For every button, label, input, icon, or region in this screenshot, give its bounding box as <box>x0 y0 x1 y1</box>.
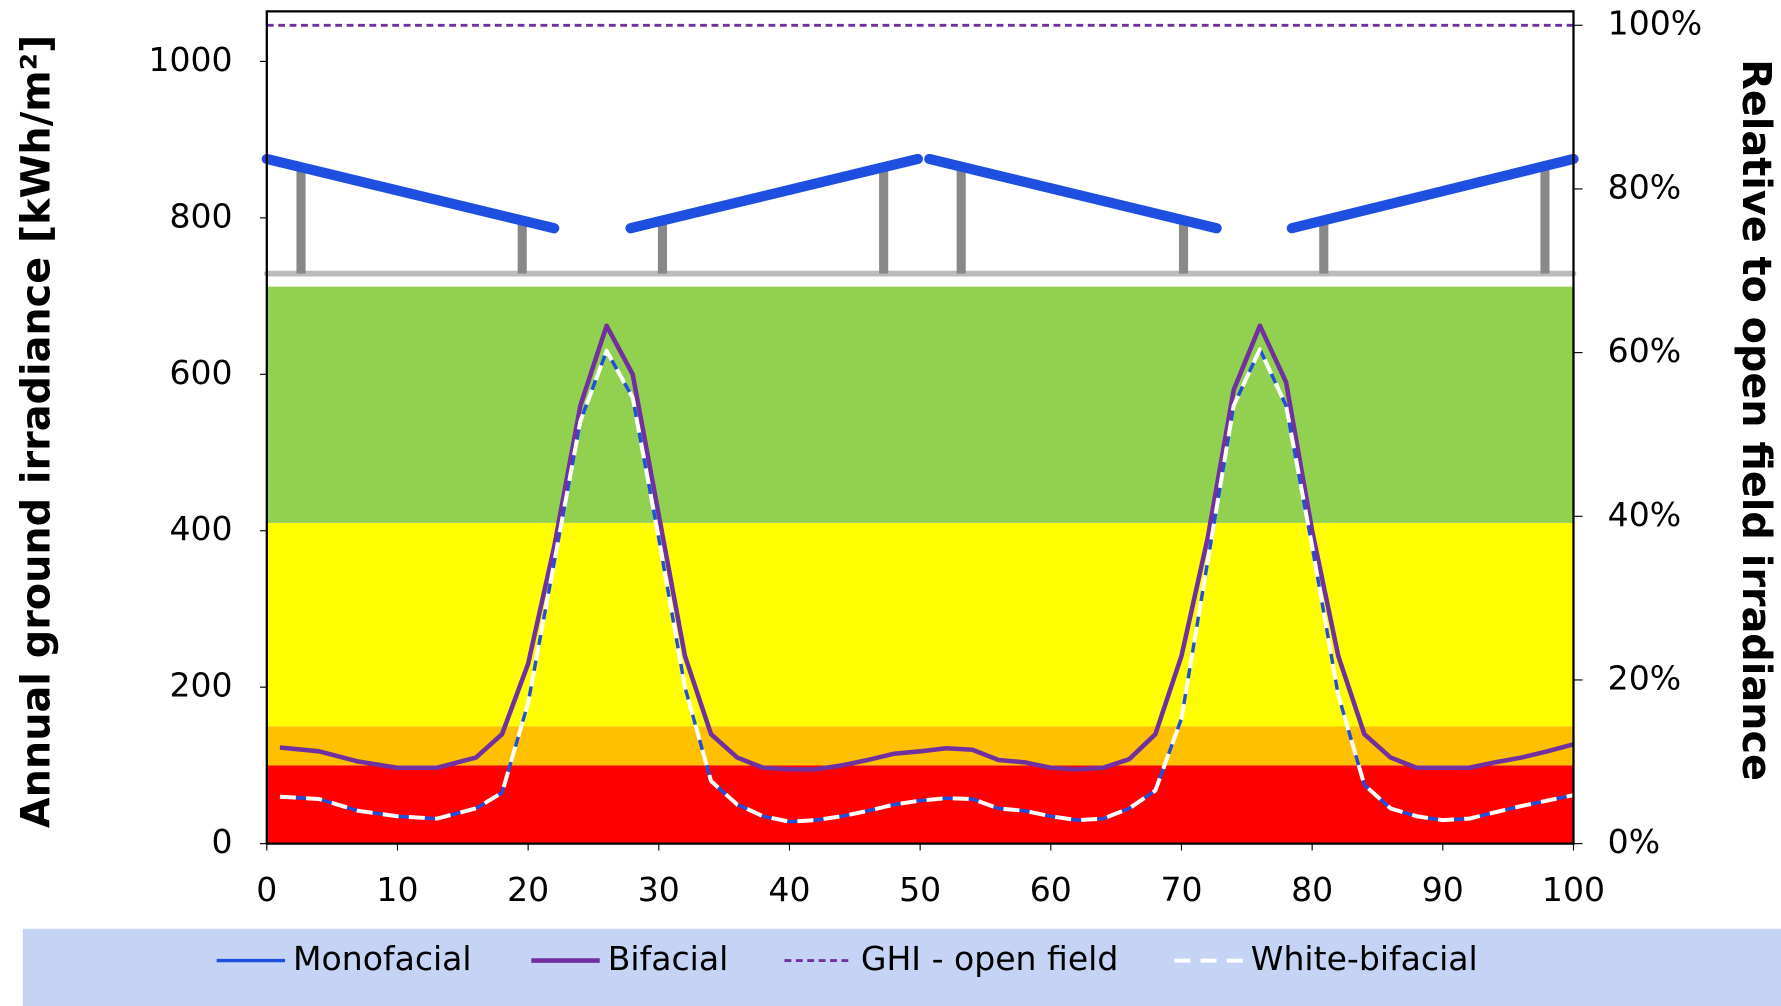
x-tick-label: 0 <box>256 870 277 909</box>
series-line <box>279 347 1574 824</box>
y2-tick-label: 100% <box>1608 4 1703 43</box>
tracker-illustration <box>261 153 1579 287</box>
axes: 0 10 20 30 40 50 60 70 80 90 100020040060080010000… <box>148 4 1702 909</box>
x-tick-label: 10 <box>376 870 418 909</box>
x-tick-label: 30 <box>638 870 680 909</box>
band <box>266 765 1574 844</box>
y-tick-label: 800 <box>170 196 233 235</box>
y2-tick-label: 20% <box>1608 659 1681 698</box>
x-tick-label: 20 <box>507 870 549 909</box>
y-tick-label: 600 <box>170 353 233 392</box>
y-tick-label: 1000 <box>148 40 232 79</box>
y2-tick-label: 60% <box>1608 331 1681 370</box>
posts <box>296 164 1550 274</box>
legend-label: GHI - open field <box>861 939 1118 978</box>
y2-tick-label: 80% <box>1608 167 1681 206</box>
legend-label: White-bifacial <box>1251 939 1478 978</box>
y-tick-label: 400 <box>170 509 233 548</box>
legend-box <box>22 928 1781 1006</box>
x-tick-label: 80 <box>1291 870 1333 909</box>
y-axis-title: Annual ground irradiance [kWh/m²] <box>13 35 59 828</box>
y2-axis-title: Relative to open field irradiance <box>1733 59 1779 781</box>
x-tick-label: 100 <box>1542 870 1605 909</box>
x-tick-label: 40 <box>768 870 810 909</box>
y2-tick-label: 40% <box>1608 495 1681 534</box>
legend-label: Bifacial <box>608 939 729 978</box>
series-line <box>279 323 1575 772</box>
legend-label: Monofacial <box>293 939 472 978</box>
x-tick-label: 50 <box>899 870 941 909</box>
panels <box>261 153 1579 234</box>
legend: Monofacial Bifacial GHI - open field White-… <box>216 939 1478 978</box>
y2-tick-label: 0% <box>1608 822 1660 861</box>
band <box>266 522 1574 727</box>
lines <box>266 23 1575 824</box>
band <box>266 286 1574 523</box>
x-tick-label: 60 <box>1030 870 1072 909</box>
x-tick-label: 90 <box>1422 870 1464 909</box>
y-tick-label: 0 <box>212 822 233 861</box>
bands <box>266 286 1574 844</box>
x-tick-label: 70 <box>1160 870 1202 909</box>
y-tick-label: 200 <box>170 666 233 705</box>
gap <box>266 267 1574 287</box>
